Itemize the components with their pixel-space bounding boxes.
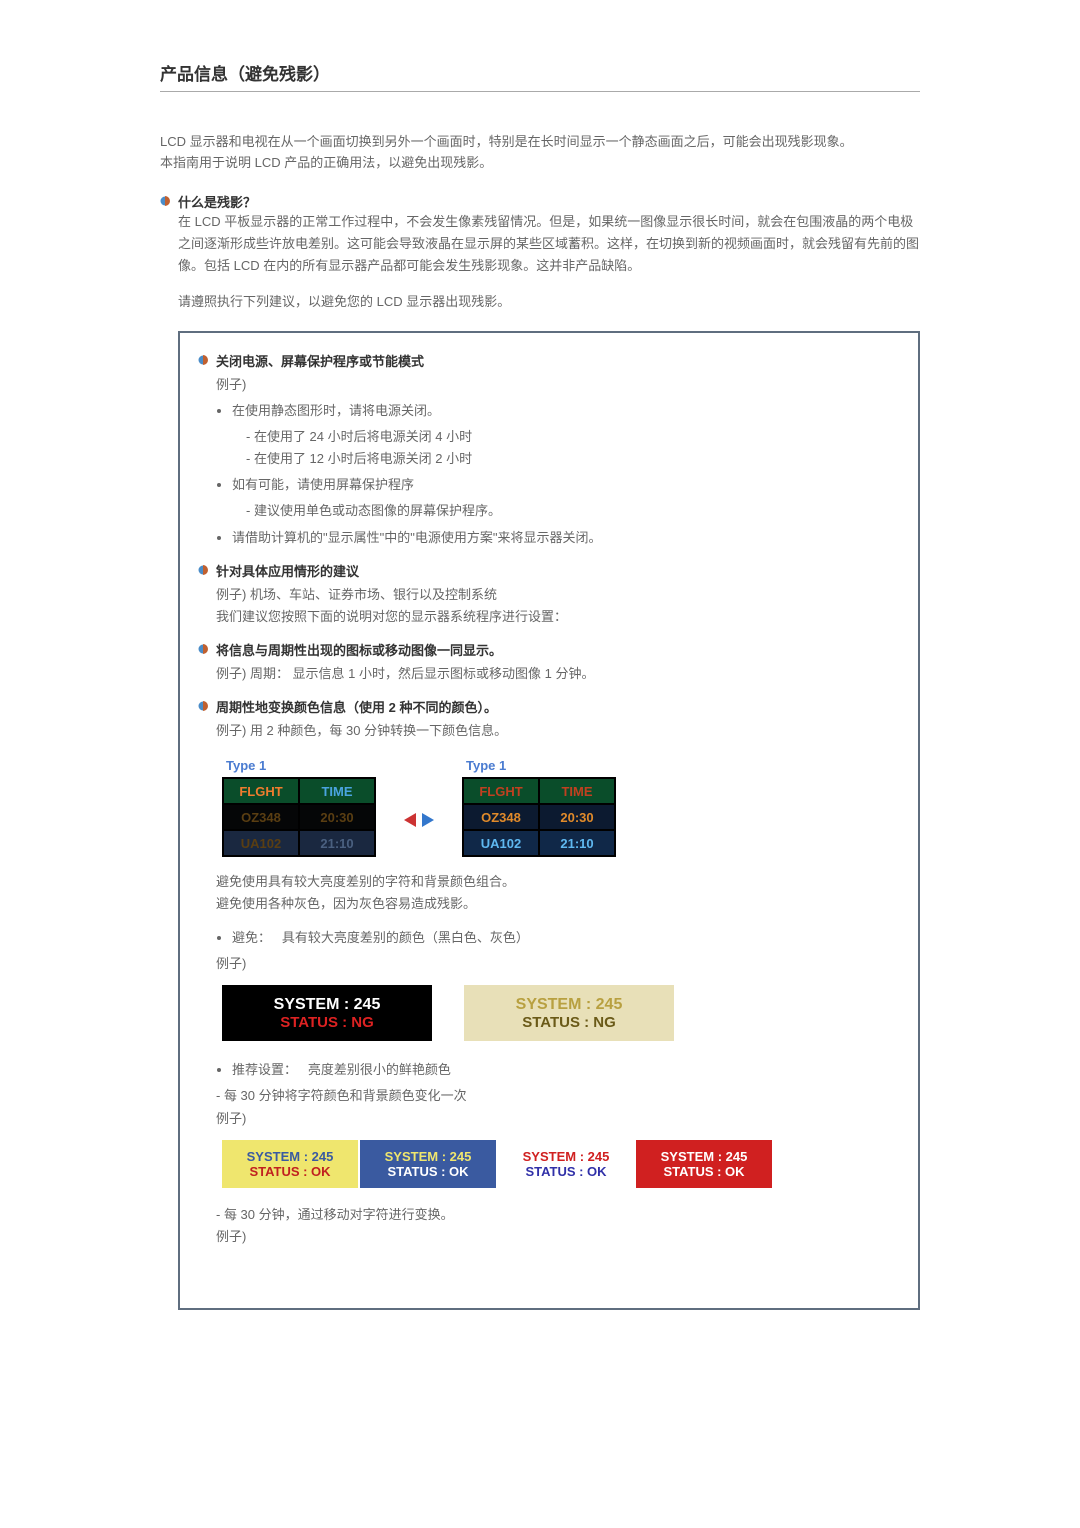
tip3-title: 将信息与周期性出现的图标或移动图像一同显示。 xyxy=(216,640,502,659)
tip1-example-label: 例子) xyxy=(216,374,900,396)
system-box-light: SYSTEM : 245 STATUS : NG xyxy=(464,985,674,1041)
color-note-l1: 避免使用具有较大亮度差别的字符和背景颜色组合。 xyxy=(216,871,900,893)
status-cell-2: SYSTEM : 245 STATUS : OK xyxy=(360,1140,496,1188)
recommend-line: 推荐设置： 亮度差别很小的鲜艳颜色 xyxy=(232,1059,900,1081)
recommend-block: 推荐设置： 亮度差别很小的鲜艳颜色 - 每 30 分钟将字符颜色和背景颜色变化一… xyxy=(216,1059,900,1129)
system-line1-light: SYSTEM : 245 xyxy=(516,996,623,1014)
status-cell-1-l2: STATUS : OK xyxy=(249,1164,330,1179)
tip1-body: 例子) 在使用静态图形时，请将电源关闭。 - 在使用了 24 小时后将电源关闭 … xyxy=(216,374,900,549)
tip1-bullet-0: 在使用静态图形时，请将电源关闭。 xyxy=(232,400,900,422)
flight-cell-b-1-0: UA102 xyxy=(464,831,538,855)
bullet-icon xyxy=(198,701,208,711)
color-note: 避免使用具有较大亮度差别的字符和背景颜色组合。 避免使用各种灰色，因为灰色容易造… xyxy=(216,871,900,975)
tip1-dash-1: - 在使用了 12 小时后将电源关闭 2 小时 xyxy=(246,448,900,470)
tip3-line1: 例子) 周期： 显示信息 1 小时，然后显示图标或移动图像 1 分钟。 xyxy=(216,663,900,685)
color-note-l2: 避免使用各种灰色，因为灰色容易造成残影。 xyxy=(216,893,900,915)
what-is-section: 什么是残影？ 在 LCD 平板显示器的正常工作过程中，不会发生像素残留情况。但是… xyxy=(160,192,920,313)
tip4-title: 周期性地变换颜色信息（使用 2 种不同的颜色）。 xyxy=(216,697,497,716)
swap-arrows xyxy=(404,813,434,827)
intro-p2: 本指南用于说明 LCD 产品的正确用法，以避免出现残影。 xyxy=(160,153,920,174)
recommend-text: 亮度差别很小的鲜艳颜色 xyxy=(308,1062,451,1077)
tip3-body: 例子) 周期： 显示信息 1 小时，然后显示图标或移动图像 1 分钟。 xyxy=(216,663,900,685)
bullet-icon xyxy=(198,644,208,654)
flight-type-left: Type 1 xyxy=(226,758,372,773)
flight-hdr-1: TIME xyxy=(300,779,374,803)
tip2-line2: 我们建议您按照下面的说明对您的显示器系统程序进行设置： xyxy=(216,606,900,628)
flight-hdr-0: FLGHT xyxy=(224,779,298,803)
flight-compare: Type 1 FLGHT TIME OZ348 20:30 UA102 21:1… xyxy=(222,754,900,857)
bullet-icon xyxy=(198,565,208,575)
flight-hdr-0b: FLGHT xyxy=(464,779,538,803)
flight-cell-1-0: UA102 xyxy=(224,831,298,855)
intro-p1: LCD 显示器和电视在从一个画面切换到另外一个画面时，特别是在长时间显示一个静态… xyxy=(160,132,920,153)
flight-block-right: Type 1 FLGHT TIME OZ348 20:30 UA102 21:1… xyxy=(462,754,616,857)
tip1-bullet-2: 请借助计算机的"显示属性"中的"电源使用方案"来将显示器关闭。 xyxy=(232,527,900,549)
status-row: SYSTEM : 245 STATUS : OK SYSTEM : 245 ST… xyxy=(222,1140,900,1188)
flight-block-left: Type 1 FLGHT TIME OZ348 20:30 UA102 21:1… xyxy=(222,754,376,857)
avoid-label: 避免： xyxy=(232,930,271,945)
system-line2-light: STATUS : NG xyxy=(522,1014,616,1031)
recommend-line2: - 每 30 分钟将字符颜色和背景颜色变化一次 xyxy=(216,1085,900,1107)
status-cell-4: SYSTEM : 245 STATUS : OK xyxy=(636,1140,772,1188)
avoid-text: 具有较大亮度差别的颜色（黑白色、灰色） xyxy=(282,930,529,945)
bullet-icon xyxy=(198,355,208,365)
status-cell-3: SYSTEM : 245 STATUS : OK xyxy=(498,1140,634,1188)
tip1-dash-2: - 建议使用单色或动态图像的屏幕保护程序。 xyxy=(246,500,900,522)
system-row: SYSTEM : 245 STATUS : NG SYSTEM : 245 ST… xyxy=(222,985,900,1041)
tip1-dash-0: - 在使用了 24 小时后将电源关闭 4 小时 xyxy=(246,426,900,448)
flight-cell-b-0-1: 20:30 xyxy=(540,805,614,829)
avoid-example-label: 例子) xyxy=(216,953,900,975)
tip-box: 关闭电源、屏幕保护程序或节能模式 例子) 在使用静态图形时，请将电源关闭。 - … xyxy=(178,331,920,1310)
title-divider xyxy=(160,91,920,92)
system-box-dark: SYSTEM : 245 STATUS : NG xyxy=(222,985,432,1041)
intro-block: LCD 显示器和电视在从一个画面切换到另外一个画面时，特别是在长时间显示一个静态… xyxy=(160,132,920,174)
flight-type-right: Type 1 xyxy=(466,758,612,773)
what-is-followup: 请遵照执行下列建议，以避免您的 LCD 显示器出现残影。 xyxy=(178,291,920,313)
flight-table-left: FLGHT TIME OZ348 20:30 UA102 21:10 xyxy=(222,777,376,857)
move-note: - 每 30 分钟，通过移动对字符进行变换。 例子) xyxy=(216,1204,900,1248)
flight-cell-b-0-0: OZ348 xyxy=(464,805,538,829)
status-cell-3-l1: SYSTEM : 245 xyxy=(523,1149,610,1164)
what-is-body: 在 LCD 平板显示器的正常工作过程中，不会发生像素残留情况。但是，如果统一图像… xyxy=(178,211,920,277)
tip2-line1: 例子) 机场、车站、证券市场、银行以及控制系统 xyxy=(216,584,900,606)
status-cell-1-l1: SYSTEM : 245 xyxy=(247,1149,334,1164)
tip4-body: 例子) 用 2 种颜色，每 30 分钟转换一下颜色信息。 xyxy=(216,720,900,742)
arrow-right-icon xyxy=(422,813,434,827)
system-line2-dark: STATUS : NG xyxy=(280,1014,374,1031)
status-cell-3-l2: STATUS : OK xyxy=(525,1164,606,1179)
status-cell-2-l1: SYSTEM : 245 xyxy=(385,1149,472,1164)
status-cell-2-l2: STATUS : OK xyxy=(387,1164,468,1179)
system-line1-dark: SYSTEM : 245 xyxy=(274,996,381,1014)
tip1-bullet-1: 如有可能，请使用屏幕保护程序 xyxy=(232,474,900,496)
flight-table-right: FLGHT TIME OZ348 20:30 UA102 21:10 xyxy=(462,777,616,857)
status-cell-1: SYSTEM : 245 STATUS : OK xyxy=(222,1140,358,1188)
recommend-example-label: 例子) xyxy=(216,1108,900,1130)
flight-cell-b-1-1: 21:10 xyxy=(540,831,614,855)
flight-hdr-1b: TIME xyxy=(540,779,614,803)
bullet-icon xyxy=(160,196,170,206)
recommend-label: 推荐设置： xyxy=(232,1062,297,1077)
tip2-body: 例子) 机场、车站、证券市场、银行以及控制系统 我们建议您按照下面的说明对您的显… xyxy=(216,584,900,628)
move-note-l1: - 每 30 分钟，通过移动对字符进行变换。 xyxy=(216,1204,900,1226)
tip4-line1: 例子) 用 2 种颜色，每 30 分钟转换一下颜色信息。 xyxy=(216,720,900,742)
status-cell-4-l2: STATUS : OK xyxy=(663,1164,744,1179)
what-is-title: 什么是残影？ xyxy=(178,192,256,211)
page-title: 产品信息（避免残影） xyxy=(160,60,920,85)
move-note-example-label: 例子) xyxy=(216,1226,900,1248)
tip1-title: 关闭电源、屏幕保护程序或节能模式 xyxy=(216,351,424,370)
arrow-left-icon xyxy=(404,813,416,827)
tip2-title: 针对具体应用情形的建议 xyxy=(216,561,359,580)
status-cell-4-l1: SYSTEM : 245 xyxy=(661,1149,748,1164)
avoid-line: 避免： 具有较大亮度差别的颜色（黑白色、灰色） xyxy=(232,927,900,949)
flight-cell-1-1: 21:10 xyxy=(300,831,374,855)
flight-cell-0-1: 20:30 xyxy=(300,805,374,829)
flight-cell-0-0: OZ348 xyxy=(224,805,298,829)
